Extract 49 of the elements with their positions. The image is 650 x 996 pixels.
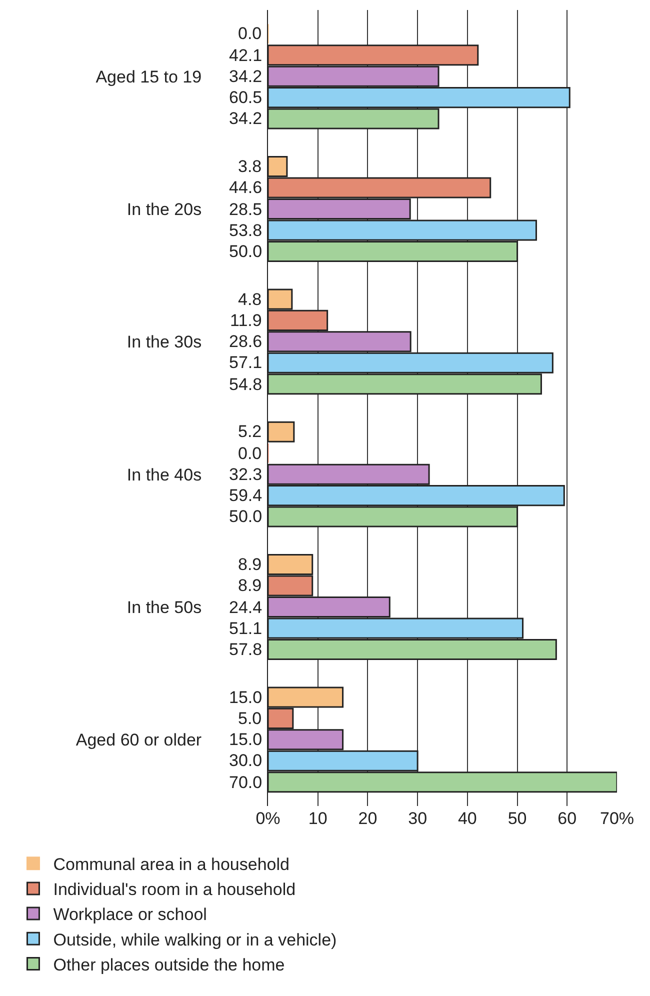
y-tick-label: In the 30s bbox=[126, 332, 202, 352]
x-tick-label: 70% bbox=[600, 809, 634, 828]
data-label: 70.0 bbox=[229, 773, 262, 792]
data-label: 42.1 bbox=[229, 46, 262, 65]
y-tick-label: Aged 60 or older bbox=[76, 730, 202, 750]
data-label: 0.0 bbox=[238, 444, 262, 463]
data-label: 50.0 bbox=[229, 242, 262, 261]
data-label: 57.8 bbox=[229, 640, 262, 659]
data-label: 15.0 bbox=[229, 730, 262, 749]
data-label: 44.6 bbox=[229, 178, 262, 197]
data-label: 11.9 bbox=[230, 311, 262, 330]
data-label: 53.8 bbox=[229, 221, 262, 240]
y-tick-label: In the 50s bbox=[126, 598, 202, 617]
data-label: 60.5 bbox=[229, 88, 262, 107]
data-label: 34.2 bbox=[229, 109, 262, 128]
y-tick-label: Aged 15 to 19 bbox=[96, 67, 202, 86]
data-label: 59.4 bbox=[229, 486, 262, 505]
legend-label: Communal area in a household bbox=[53, 854, 290, 874]
data-label: 57.1 bbox=[229, 353, 262, 372]
x-tick-label: 20 bbox=[358, 809, 378, 828]
data-label: 4.8 bbox=[238, 290, 262, 309]
x-tick-label: 10 bbox=[308, 809, 328, 828]
y-tick-label: In the 40s bbox=[126, 465, 202, 484]
data-label: 3.8 bbox=[238, 157, 262, 176]
data-label: 5.2 bbox=[238, 422, 262, 441]
x-tick-label: 50 bbox=[508, 809, 527, 828]
data-label: 51.1 bbox=[229, 619, 262, 638]
data-label: 15.0 bbox=[229, 688, 262, 707]
legend-label: Workplace or school bbox=[53, 905, 207, 924]
y-tick-label: In the 20s bbox=[126, 200, 202, 219]
x-tick-label: 30 bbox=[408, 809, 428, 828]
data-label: 8.9 bbox=[238, 576, 262, 595]
data-label: 50.0 bbox=[229, 507, 262, 526]
data-label: 32.3 bbox=[229, 465, 262, 484]
data-label: 8.9 bbox=[238, 555, 262, 574]
data-label: 5.0 bbox=[238, 709, 262, 728]
data-label: 28.6 bbox=[229, 332, 262, 351]
data-label: 30.0 bbox=[229, 751, 262, 770]
data-label: 54.8 bbox=[229, 375, 262, 394]
x-tick-label: 0% bbox=[256, 809, 280, 828]
x-tick-label: 60 bbox=[558, 809, 577, 828]
data-label: 34.2 bbox=[229, 67, 262, 86]
data-label: 24.4 bbox=[229, 598, 262, 617]
x-tick-label: 40 bbox=[458, 809, 477, 828]
legend-label: Outside, while walking or in a vehicle) bbox=[53, 930, 337, 950]
data-label: 0.0 bbox=[238, 24, 262, 43]
legend-label: Other places outside the home bbox=[53, 955, 285, 974]
data-label: 28.5 bbox=[229, 200, 262, 219]
legend-label: Individual's room in a household bbox=[53, 880, 296, 900]
